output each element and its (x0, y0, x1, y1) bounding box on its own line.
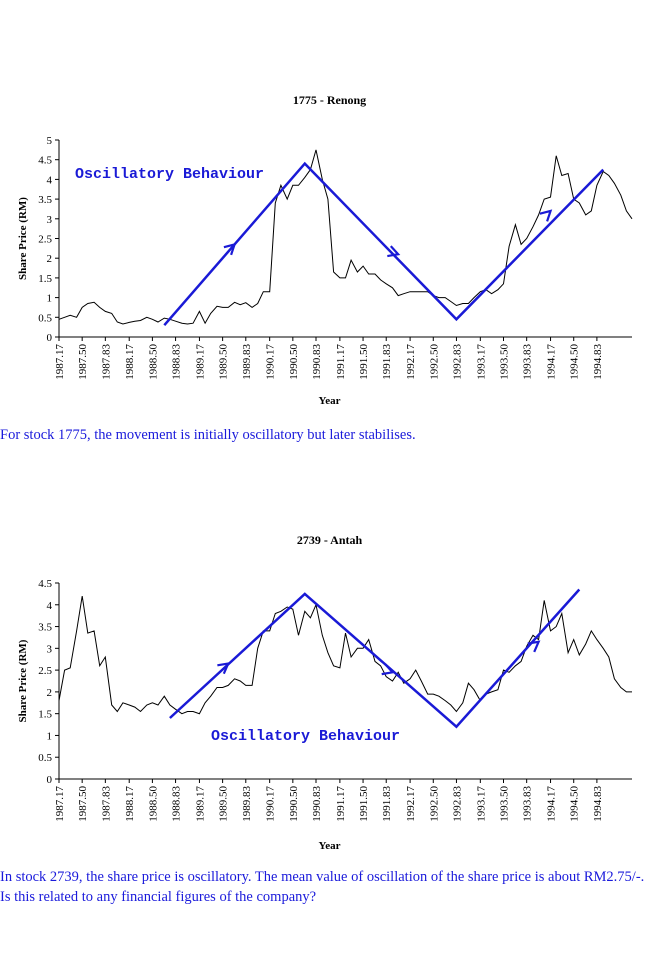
x-tick-label: 1989.83 (241, 344, 253, 380)
chart-renong: 1775 - Renong 0 0.5 1 1.5 2 2.5 3 3.5 4 4.5 5 1987.1… (17, 93, 633, 407)
arrow-head (387, 245, 401, 258)
x-tick-label: 1991.83 (381, 786, 393, 822)
y-tick-label: 4 (47, 174, 53, 186)
y-axis-label: Share Price (RM) (17, 197, 29, 280)
y-axis-label: Share Price (RM) (17, 639, 29, 722)
x-tick-label: 1987.17 (54, 344, 66, 380)
x-tick-label: 1990.83 (311, 344, 323, 380)
oscillatory-behaviour-label: Oscillatory Behaviour (211, 728, 400, 745)
x-tick-label: 1988.83 (171, 344, 183, 380)
x-tick-label: 1989.17 (194, 344, 206, 380)
y-tick-label: 0.5 (38, 312, 52, 324)
y-tick-label: 3 (47, 643, 53, 655)
price-line (58, 149, 633, 325)
x-tick-label: 1989.17 (194, 786, 206, 822)
x-tick-label: 1988.17 (124, 786, 136, 822)
x-tick-label: 1994.50 (569, 344, 581, 380)
y-tick-label: 4 (47, 600, 53, 612)
x-tick-label: 1990.17 (265, 786, 277, 822)
y-tick-label: 1 (47, 293, 53, 305)
x-tick-label: 1992.83 (451, 344, 463, 380)
arrow-head (539, 209, 553, 222)
x-tick-label: 1991.83 (381, 344, 393, 380)
x-tick-label: 1988.50 (147, 786, 159, 822)
x-tick-label: 1991.17 (335, 344, 347, 380)
x-tick-label: 1991.17 (335, 786, 347, 822)
x-tick-label: 1988.50 (147, 344, 159, 380)
y-tick-label: 1.5 (38, 709, 52, 721)
x-tick-label: 1994.17 (546, 344, 558, 380)
x-tick-label: 1994.17 (546, 786, 558, 822)
arrow-head (223, 242, 237, 256)
y-tick-label: 3.5 (38, 194, 52, 206)
x-tick-label: 1994.50 (569, 786, 581, 822)
y-tick-label: 1 (47, 730, 53, 742)
arrow-head (381, 663, 395, 676)
x-tick-label: 1993.50 (498, 786, 510, 822)
x-tick-label: 1991.50 (358, 786, 370, 822)
x-tick-label: 1994.83 (592, 786, 604, 822)
y-tick-label: 2.5 (38, 665, 52, 677)
y-tick-label: 4.5 (38, 578, 52, 590)
trend-arrow-line (163, 161, 605, 327)
x-tick-label: 1993.50 (498, 344, 510, 380)
arrow-head (217, 662, 231, 675)
y-tick-label: 4.5 (38, 155, 52, 167)
x-tick-label: 1991.50 (358, 344, 370, 380)
x-tick-label: 1989.50 (218, 786, 230, 822)
caption-renong: For stock 1775, the movement is initiall… (0, 427, 416, 443)
x-tick-label: 1987.50 (77, 786, 89, 822)
x-tick-label: 1989.83 (241, 786, 253, 822)
x-tick-label: 1990.83 (311, 786, 323, 822)
trend-arrow-line (169, 588, 581, 729)
x-tick-label: 1987.83 (100, 786, 112, 822)
chart-title: 2739 - Antah (297, 533, 363, 547)
price-line (58, 596, 632, 715)
x-tick-label: 1987.17 (54, 786, 66, 822)
x-tick-label: 1994.83 (592, 344, 604, 380)
x-tick-label: 1992.17 (405, 786, 417, 822)
x-axis-label: Year (319, 395, 341, 407)
y-tick-label: 0 (47, 774, 53, 786)
chart-antah: 2739 - Antah 0 0.5 1 1.5 2 2.5 3 3.5 4 4.5 1987.17 1… (17, 533, 632, 852)
y-tick-label: 3.5 (38, 622, 52, 634)
x-tick-label: 1992.83 (451, 786, 463, 822)
y-tick-label: 0 (47, 332, 53, 344)
x-tick-label: 1992.50 (428, 344, 440, 380)
x-tick-label: 1990.50 (288, 786, 300, 822)
x-tick-label: 1988.17 (124, 344, 136, 380)
y-tick-label: 2.5 (38, 234, 52, 246)
x-tick-label: 1993.17 (475, 786, 487, 822)
x-tick-label: 1989.50 (218, 344, 230, 380)
y-tick-label: 3 (47, 214, 53, 226)
x-tick-label: 1993.83 (522, 344, 534, 380)
y-tick-label: 2 (47, 687, 53, 699)
y-tick-label: 5 (47, 135, 53, 147)
y-tick-label: 1.5 (38, 273, 52, 285)
y-tick-label: 2 (47, 253, 53, 265)
x-tick-label: 1992.17 (405, 344, 417, 380)
x-tick-label: 1990.50 (288, 344, 300, 380)
x-tick-label: 1987.50 (77, 344, 89, 380)
arrow-head (527, 640, 541, 653)
x-tick-label: 1993.17 (475, 343, 487, 379)
x-tick-label: 1988.83 (171, 786, 183, 822)
x-axis-label: Year (319, 840, 341, 852)
caption-antah: In stock 2739, the share price is oscill… (0, 869, 645, 905)
chart-title: 1775 - Renong (293, 93, 366, 107)
x-tick-label: 1992.50 (428, 786, 440, 822)
x-tick-label: 1993.83 (522, 786, 534, 822)
x-tick-label: 1987.83 (100, 344, 112, 380)
oscillatory-behaviour-label: Oscillatory Behaviour (75, 166, 264, 183)
y-tick-label: 0.5 (38, 752, 52, 764)
x-tick-label: 1990.17 (265, 344, 277, 380)
